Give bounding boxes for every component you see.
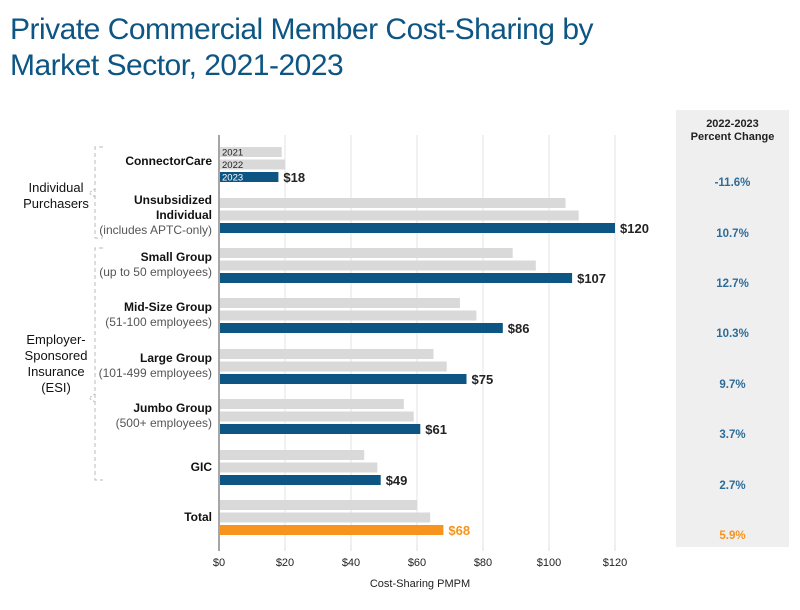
percent-header-line-1: 2022-2023 [706,118,759,130]
bar-2021 [220,147,282,157]
bar-2023 [220,223,615,233]
percent-header-line-2: Percent Change [690,131,775,143]
percent-change-value: 10.3% [716,328,749,340]
x-axis-title: Cost-Sharing PMPM [369,578,471,590]
percent-change-value: 5.9% [719,530,746,542]
bar-2022 [220,512,431,523]
group-label-line: Insurance [27,364,85,379]
x-tick-label: $60 [408,557,426,569]
category-name: Jumbo Group [133,401,212,415]
category-label: ConnectorCare [125,154,212,169]
bracket-individual [94,146,103,239]
data-label: $107 [577,271,606,286]
bracket-individual-notch [88,188,96,198]
bar-2023 [220,475,381,485]
bar-2023 [220,374,467,384]
category-subtitle: (includes APTC-only) [99,222,212,237]
group-label-line: Sponsored [24,348,88,363]
bar-2021 [220,500,417,510]
title-line-1: Private Commercial Member Cost-Sharing b… [10,13,594,46]
group-label-line: (ESI) [41,380,71,395]
category-name: Small Group [140,250,212,264]
group-label-line: Employer- [26,332,86,347]
category-label: Small Group (up to 50 employees) [99,250,212,280]
bar-2021 [220,248,513,258]
bar-2023 [220,172,279,182]
bar-2023 [220,323,503,333]
data-label: $75 [472,372,494,387]
category-name: Mid-Size Group [124,300,212,314]
data-label: $86 [508,321,530,336]
percent-change-value: 2.7% [719,480,746,492]
group-label-line: Individual [28,180,84,195]
category-name: Unsubsidized [133,192,212,207]
bar-2021 [220,399,404,409]
bar-2022 [220,361,447,372]
x-tick-label: $80 [474,557,492,569]
category-label: Mid-Size Group (51-100 employees) [105,300,212,330]
category-label: GIC [191,460,212,475]
bar-2023 [220,525,444,535]
category-label: Jumbo Group (500+ employees) [116,401,212,431]
bar-2023 [220,424,421,434]
bracket-esi [94,247,103,481]
bar-2022 [220,310,477,321]
category-label: Total [184,510,212,525]
category-name: Large Group [139,351,212,365]
percent-change-header: 2022-2023 Percent Change [676,118,789,144]
category-subtitle: (101-499 employees) [98,366,212,380]
percent-change-value: 10.7% [716,228,749,240]
legend-inline-2023: 2023 [222,173,243,184]
category-label: Large Group (101-499 employees) [99,351,212,381]
bar-2021 [220,450,365,460]
x-tick-label: $120 [603,557,627,569]
bar-2021 [220,298,460,308]
title-line-2: Market Sector, 2021-2023 [10,49,344,82]
bar-2022 [220,260,536,271]
chart-title: Private Commercial Member Cost-Sharing b… [10,12,770,84]
percent-change-panel: 2022-2023 Percent Change -11.6% 10.7% 12.7… [676,110,789,547]
bar-2021 [220,349,434,359]
legend-inline-2021: 2021 [222,148,243,159]
data-label: $18 [283,170,305,185]
x-tick-label: $100 [537,557,561,569]
legend-inline-2022: 2022 [222,160,243,171]
group-label-esi: Employer- Sponsored Insurance (ESI) [8,332,104,396]
category-subtitle: (51-100 employees) [105,315,212,329]
category-name: Individual [155,207,212,222]
x-tick-label: $0 [213,557,225,569]
category-subtitle: (500+ employees) [115,416,212,430]
category-name: ConnectorCare [125,153,212,168]
bar-2022 [220,411,414,422]
bar-2022 [220,210,579,221]
category-label: Unsubsidized Individual (includes APTC-onl… [99,193,212,238]
percent-change-value: 3.7% [719,429,746,441]
percent-change-value: 9.7% [719,379,746,391]
x-tick-label: $20 [276,557,294,569]
category-name: Total [184,509,212,524]
bar-2022 [220,462,378,473]
group-label-line: Purchasers [23,196,89,211]
category-name: GIC [190,459,212,474]
percent-change-value: -11.6% [714,177,751,189]
x-tick-label: $40 [342,557,360,569]
group-label-individual: Individual Purchasers [8,180,104,212]
data-label: $49 [386,473,408,488]
bar-2022 [220,159,285,170]
data-label: $61 [425,422,447,437]
bar-2021 [220,198,566,208]
percent-change-value: 12.7% [716,278,749,290]
data-label: $120 [620,221,649,236]
data-label: $68 [448,523,470,538]
bracket-esi-notch [88,393,96,403]
bar-2023 [220,273,573,283]
category-subtitle: (up to 50 employees) [99,265,212,279]
